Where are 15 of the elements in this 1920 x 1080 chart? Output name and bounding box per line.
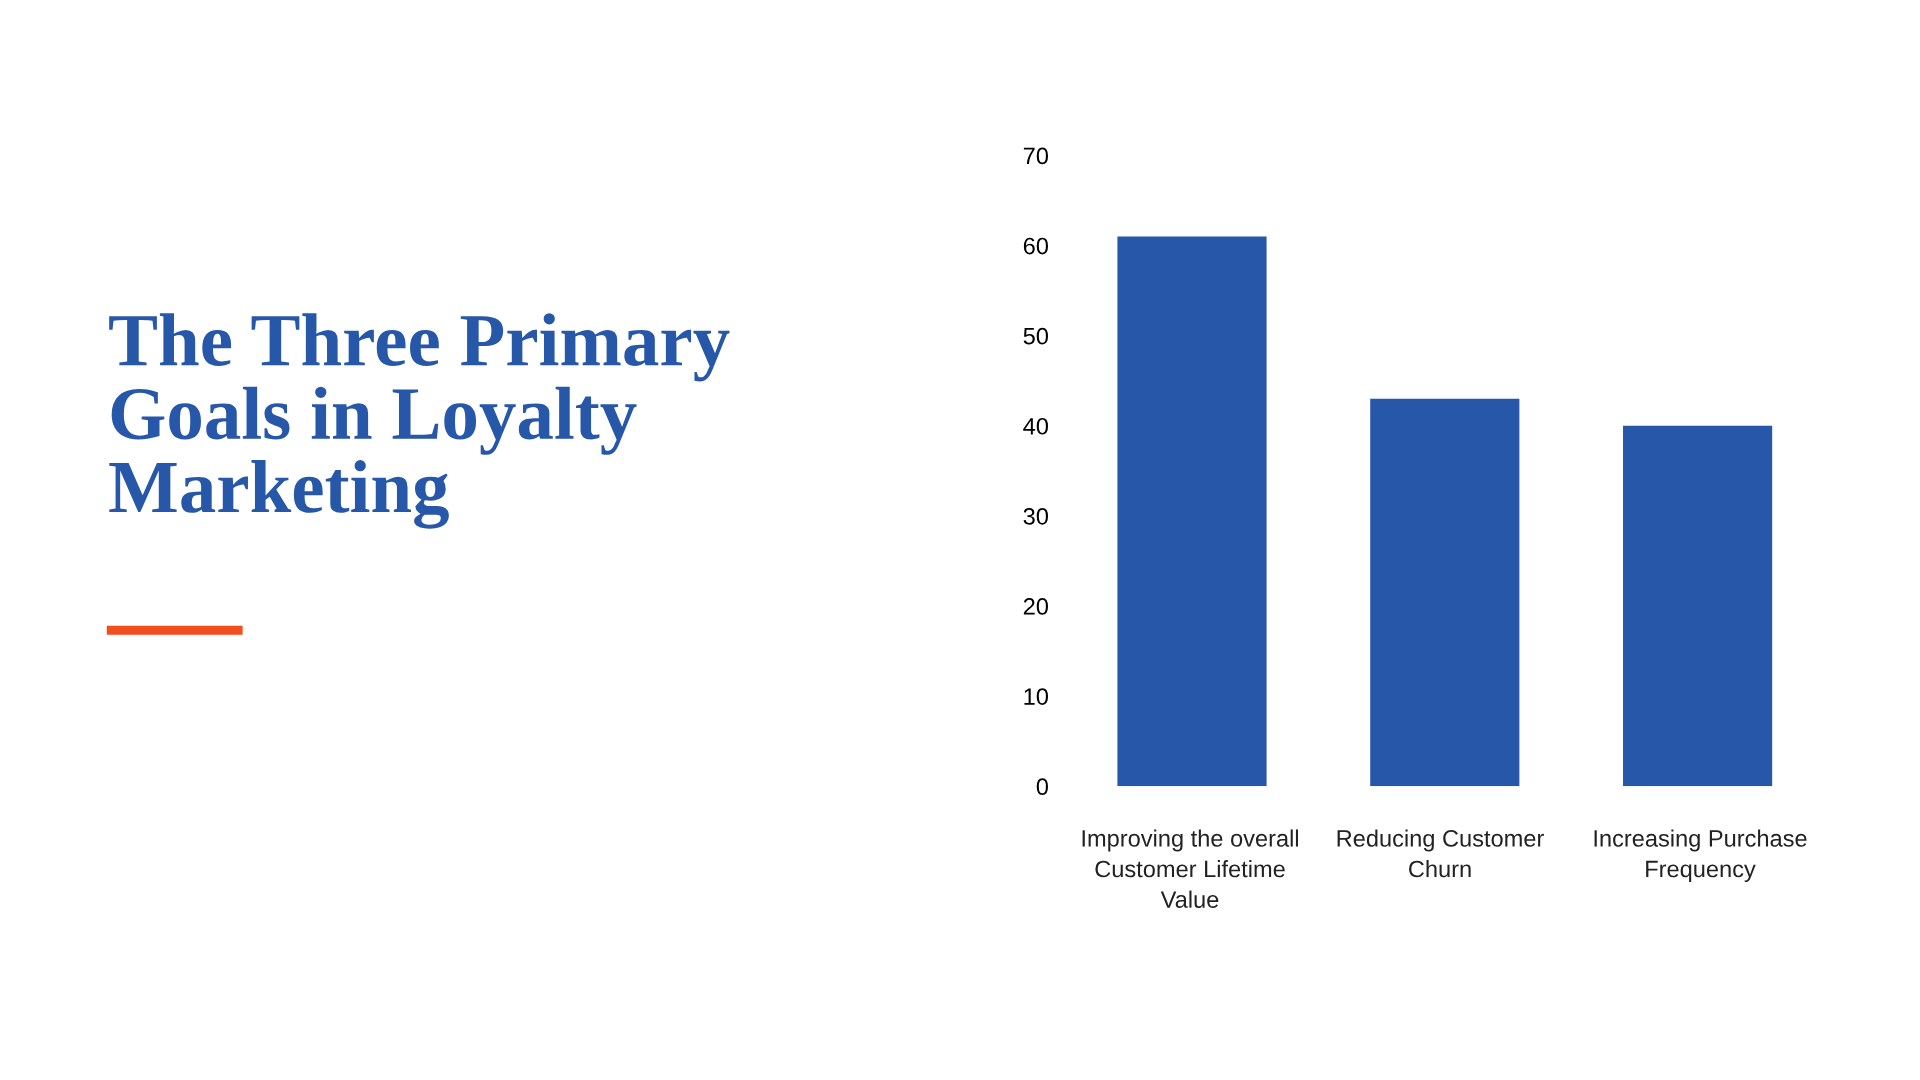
y-tick-label: 0 [1036,778,1049,796]
bar [1623,425,1773,787]
y-tick-label: 60 [1023,237,1049,255]
bar [1370,398,1520,787]
y-tick-label: 50 [1023,327,1049,345]
x-tick-label: Increasing Purchase Frequency [1594,829,1807,883]
bar [1117,236,1267,787]
y-tick-label: 70 [1023,147,1049,165]
text: The Three Primary Goals in Loyalty Marketing [109,313,730,529]
y-tick-label: 30 [1023,508,1049,525]
y-tick-label: 40 [1023,417,1049,435]
x-tick-label: Improving the overall Customer Lifetime Value [1082,829,1299,908]
y-tick-label: 10 [1024,688,1049,705]
y-tick-label: 20 [1023,598,1049,615]
x-tick-label: Reducing Customer Churn [1337,829,1544,878]
